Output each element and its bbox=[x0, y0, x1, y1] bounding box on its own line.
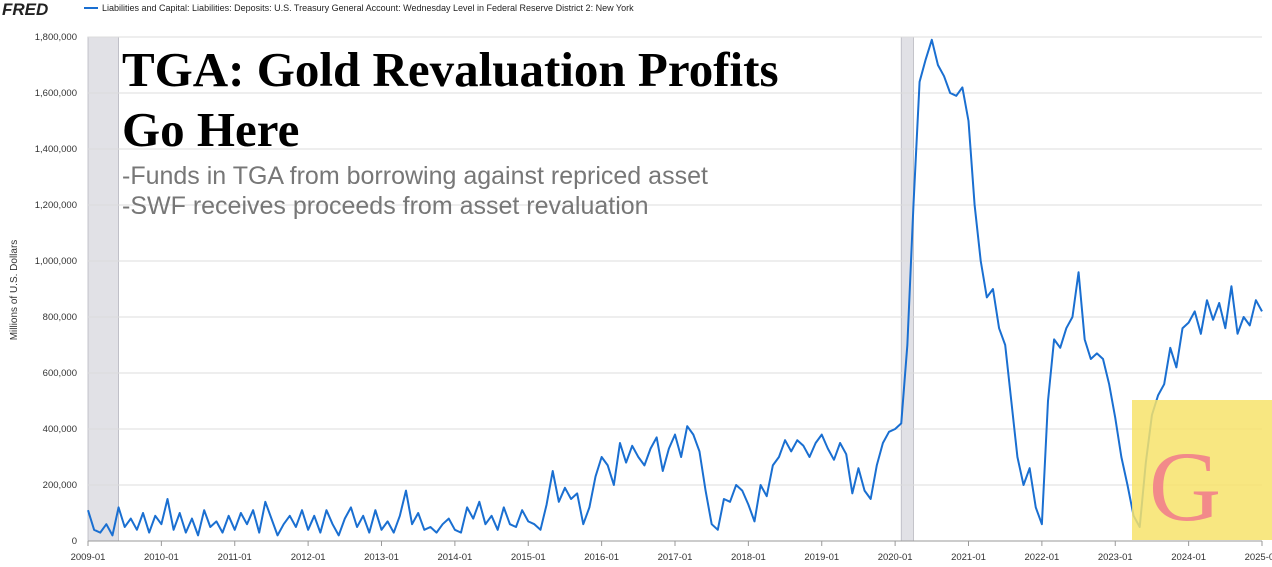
recession-shading bbox=[900, 36, 914, 542]
x-tick-label: 2015-01 bbox=[511, 552, 546, 563]
x-tick-label: 2009-01 bbox=[71, 552, 106, 563]
annotation: -SWF receives proceeds from asset revalu… bbox=[122, 192, 649, 220]
x-tick-label: 2014-01 bbox=[437, 552, 472, 563]
x-tick-label: 2011-01 bbox=[218, 552, 252, 563]
y-tick-label: 600,000 bbox=[43, 368, 77, 379]
x-tick-label: 2017-01 bbox=[658, 552, 693, 563]
y-axis-label: Millions of U.S. Dollars bbox=[9, 240, 20, 341]
x-tick-label: 2013-01 bbox=[364, 552, 399, 563]
recession-shading bbox=[87, 36, 119, 542]
x-tick-label: 2024-01 bbox=[1171, 552, 1206, 563]
y-tick-label: 0 bbox=[72, 536, 77, 547]
y-tick-label: 800,000 bbox=[43, 312, 77, 323]
x-tick-label: 2021-01 bbox=[951, 552, 986, 563]
x-tick-label: 2018-01 bbox=[731, 552, 766, 563]
x-tick-label: 2019-01 bbox=[804, 552, 839, 563]
y-tick-label: 1,400,000 bbox=[35, 144, 77, 155]
watermark-box bbox=[1132, 400, 1272, 540]
logo: FRED bbox=[2, 0, 48, 19]
x-tick-label: 2012-01 bbox=[291, 552, 326, 563]
y-tick-label: 200,000 bbox=[43, 480, 77, 491]
y-tick-label: 1,200,000 bbox=[35, 200, 77, 211]
x-tick-label: 2022-01 bbox=[1024, 552, 1059, 563]
y-tick-label: 400,000 bbox=[43, 424, 77, 435]
annotation: -Funds in TGA from borrowing against rep… bbox=[122, 162, 708, 190]
y-tick-label: 1,000,000 bbox=[35, 256, 77, 267]
x-tick-label: 2025-01 bbox=[1245, 552, 1272, 563]
watermark: G bbox=[1149, 431, 1221, 542]
series-line bbox=[87, 38, 1263, 537]
x-tick-label: 2016-01 bbox=[584, 552, 619, 563]
y-tick-label: 1,600,000 bbox=[35, 88, 77, 99]
legend-entry: Liabilities and Capital: Liabilities: De… bbox=[102, 3, 634, 13]
y-tick-label: 1,800,000 bbox=[35, 32, 77, 43]
chart-title: TGA: Gold Revaluation Profits Go Here bbox=[122, 42, 779, 157]
x-tick-label: 2023-01 bbox=[1098, 552, 1133, 563]
x-tick-label: 2020-01 bbox=[878, 552, 913, 563]
x-tick-label: 2010-01 bbox=[144, 552, 179, 563]
